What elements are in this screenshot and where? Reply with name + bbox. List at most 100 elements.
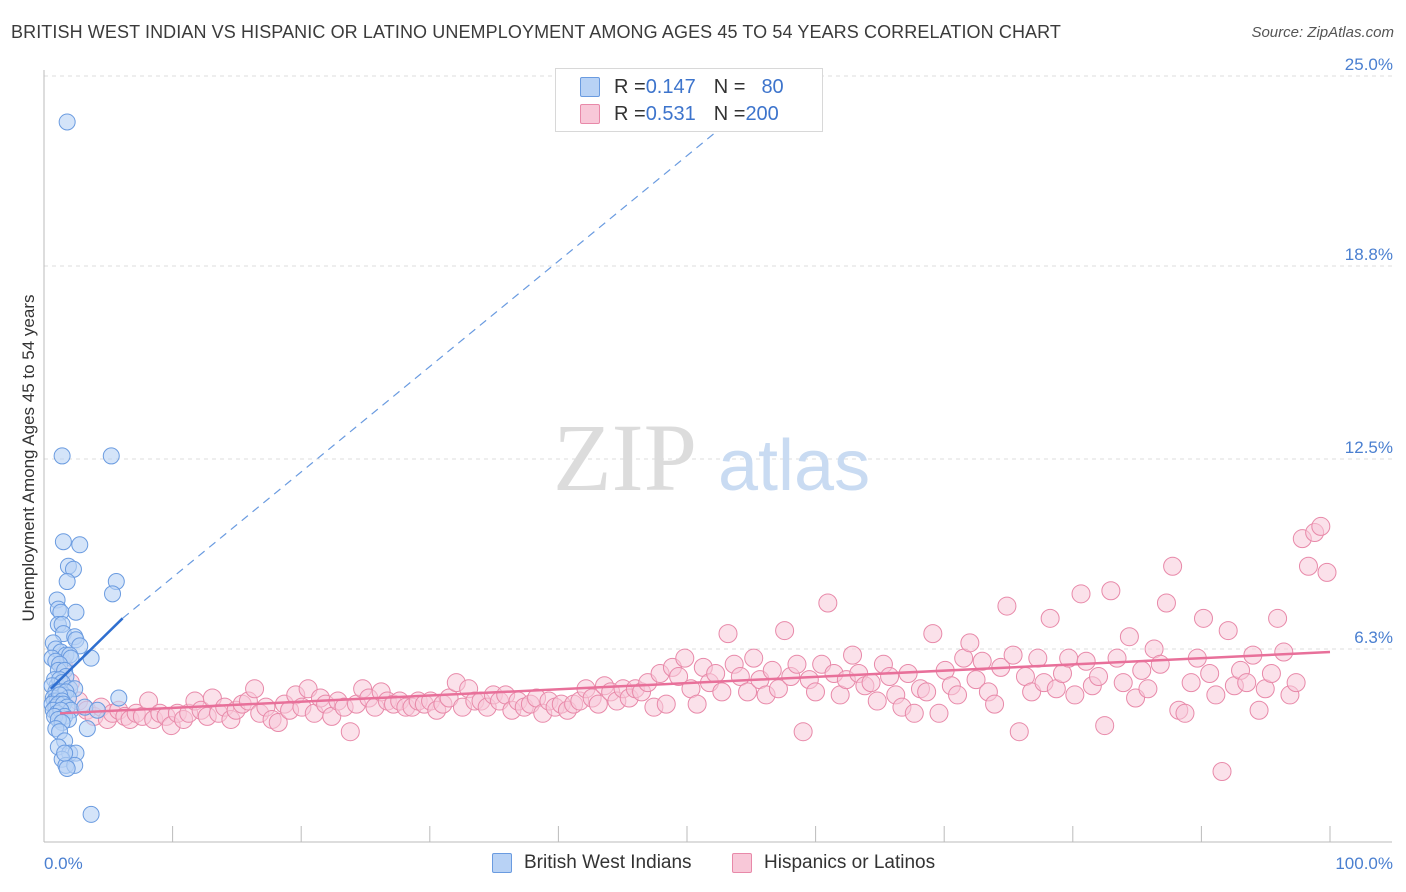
hispanic-point — [718, 624, 738, 644]
series-swatch-bwi — [492, 853, 512, 873]
hispanic-point — [1040, 608, 1060, 628]
hispanic-point — [966, 670, 986, 690]
hispanic-point — [880, 667, 900, 687]
hispanic-point — [775, 621, 795, 641]
y-tick-label-2: 18.8% — [1345, 245, 1393, 264]
hispanic-point — [960, 633, 980, 653]
series-label-hispanic: Hispanics or Latinos — [764, 852, 936, 873]
hispanic-point — [1311, 516, 1331, 536]
hispanic-point — [1206, 685, 1226, 705]
legend-row-bwi: R = 0.147 N = 80 — [580, 75, 784, 99]
hispanic-point — [1249, 700, 1269, 720]
y-axis-label: Unemployment Among Ages 45 to 54 years — [19, 295, 38, 622]
hispanic-point — [675, 648, 695, 668]
bwi-point — [58, 759, 76, 777]
hispanic-point — [1237, 673, 1257, 693]
bwi-point — [82, 649, 100, 667]
hispanic-point — [929, 703, 949, 723]
hispanic-point — [923, 624, 943, 644]
grid-lines — [44, 75, 1392, 650]
bwi-point — [78, 720, 96, 738]
y-tick-label-1: 12.5% — [1345, 438, 1393, 457]
series-label-bwi: British West Indians — [524, 852, 692, 873]
hispanic-point — [1076, 651, 1096, 671]
hispanic-point — [1101, 581, 1121, 601]
bwi-point — [67, 603, 85, 621]
bwi-point — [58, 573, 76, 591]
hispanic-point — [656, 694, 676, 714]
hispanic-point — [904, 703, 924, 723]
hispanic-point — [917, 682, 937, 702]
x-tick-label-0: 0.0% — [44, 854, 83, 873]
legend-swatch-bwi — [580, 77, 600, 97]
hispanic-point — [843, 645, 863, 665]
hispanic-point — [588, 694, 608, 714]
y-tick-label-3: 25.0% — [1345, 55, 1393, 74]
hispanic-point — [1175, 703, 1195, 723]
hispanic-point — [1261, 663, 1281, 683]
hispanic-point — [861, 673, 881, 693]
hispanic-point — [1132, 660, 1152, 680]
hispanic-point — [1150, 654, 1170, 674]
legend-n-label: N = — [713, 75, 746, 98]
legend-n-value: 80 — [761, 75, 784, 98]
hispanic-point — [972, 651, 992, 671]
hispanic-point — [669, 667, 689, 687]
bwi-point — [56, 744, 74, 762]
hispanic-point — [340, 722, 360, 742]
hispanic-point — [818, 593, 838, 613]
bwi-point — [104, 585, 122, 603]
hispanic-point — [793, 722, 813, 742]
legend-n-value: 200 — [745, 102, 779, 125]
hispanic-point — [762, 660, 782, 680]
watermark-atlas: atlas — [718, 426, 870, 506]
series-legend-bwi[interactable]: British West Indians — [492, 852, 692, 874]
hispanic-point — [1218, 621, 1238, 641]
series-legend: British West Indians Hispanics or Latino… — [0, 852, 1406, 878]
hispanic-point — [867, 691, 887, 711]
hispanic-point — [1003, 645, 1023, 665]
watermark-zip: ZIP — [553, 404, 697, 511]
chart-title: BRITISH WEST INDIAN VS HISPANIC OR LATIN… — [11, 22, 1062, 42]
hispanic-point — [744, 648, 764, 668]
bwi-point — [71, 536, 89, 554]
series-legend-hispanic[interactable]: Hispanics or Latinos — [732, 852, 935, 874]
hispanic-point — [1065, 685, 1085, 705]
hispanic-point — [1163, 556, 1183, 576]
hispanic-point — [1107, 648, 1127, 668]
hispanic-point — [1095, 716, 1115, 736]
hispanic-point — [1193, 608, 1213, 628]
correlation-legend: R = 0.147 N = 80 R = 0.531 N = 200 — [555, 68, 823, 132]
hispanic-point — [985, 694, 1005, 714]
hispanic-point — [1212, 762, 1232, 782]
watermark: ZIP atlas — [553, 404, 870, 511]
bwi-point — [58, 113, 76, 131]
hispanic-point — [738, 682, 758, 702]
hispanic-point — [787, 654, 807, 674]
hispanic-point — [805, 682, 825, 702]
bwi-point — [82, 805, 100, 823]
bwi-trend-dashed — [122, 99, 756, 619]
legend-r-value: 0.531 — [645, 102, 696, 125]
bwi-point — [53, 447, 71, 465]
series-swatch-hispanic — [732, 853, 752, 873]
hispanic-point — [1268, 608, 1288, 628]
y-tick-label-0: 6.3% — [1354, 628, 1393, 647]
trend-lines — [49, 99, 1331, 715]
hispanic-point — [706, 663, 726, 683]
bwi-point — [110, 689, 128, 707]
hispanic-point — [687, 694, 707, 714]
hispanic-point — [1138, 679, 1158, 699]
bwi-point — [102, 447, 120, 465]
x-tick-label-1: 100.0% — [1335, 854, 1393, 873]
hispanic-point — [1071, 584, 1091, 604]
hispanic-point — [245, 679, 265, 699]
axes — [43, 70, 1392, 843]
hispanic-point — [1274, 642, 1294, 662]
hispanic-point — [1119, 627, 1139, 647]
legend-r-label: R = — [614, 75, 646, 98]
hispanic-point — [712, 682, 732, 702]
hispanic-point — [1286, 673, 1306, 693]
bwi-point — [54, 533, 72, 551]
hispanic-point — [948, 685, 968, 705]
